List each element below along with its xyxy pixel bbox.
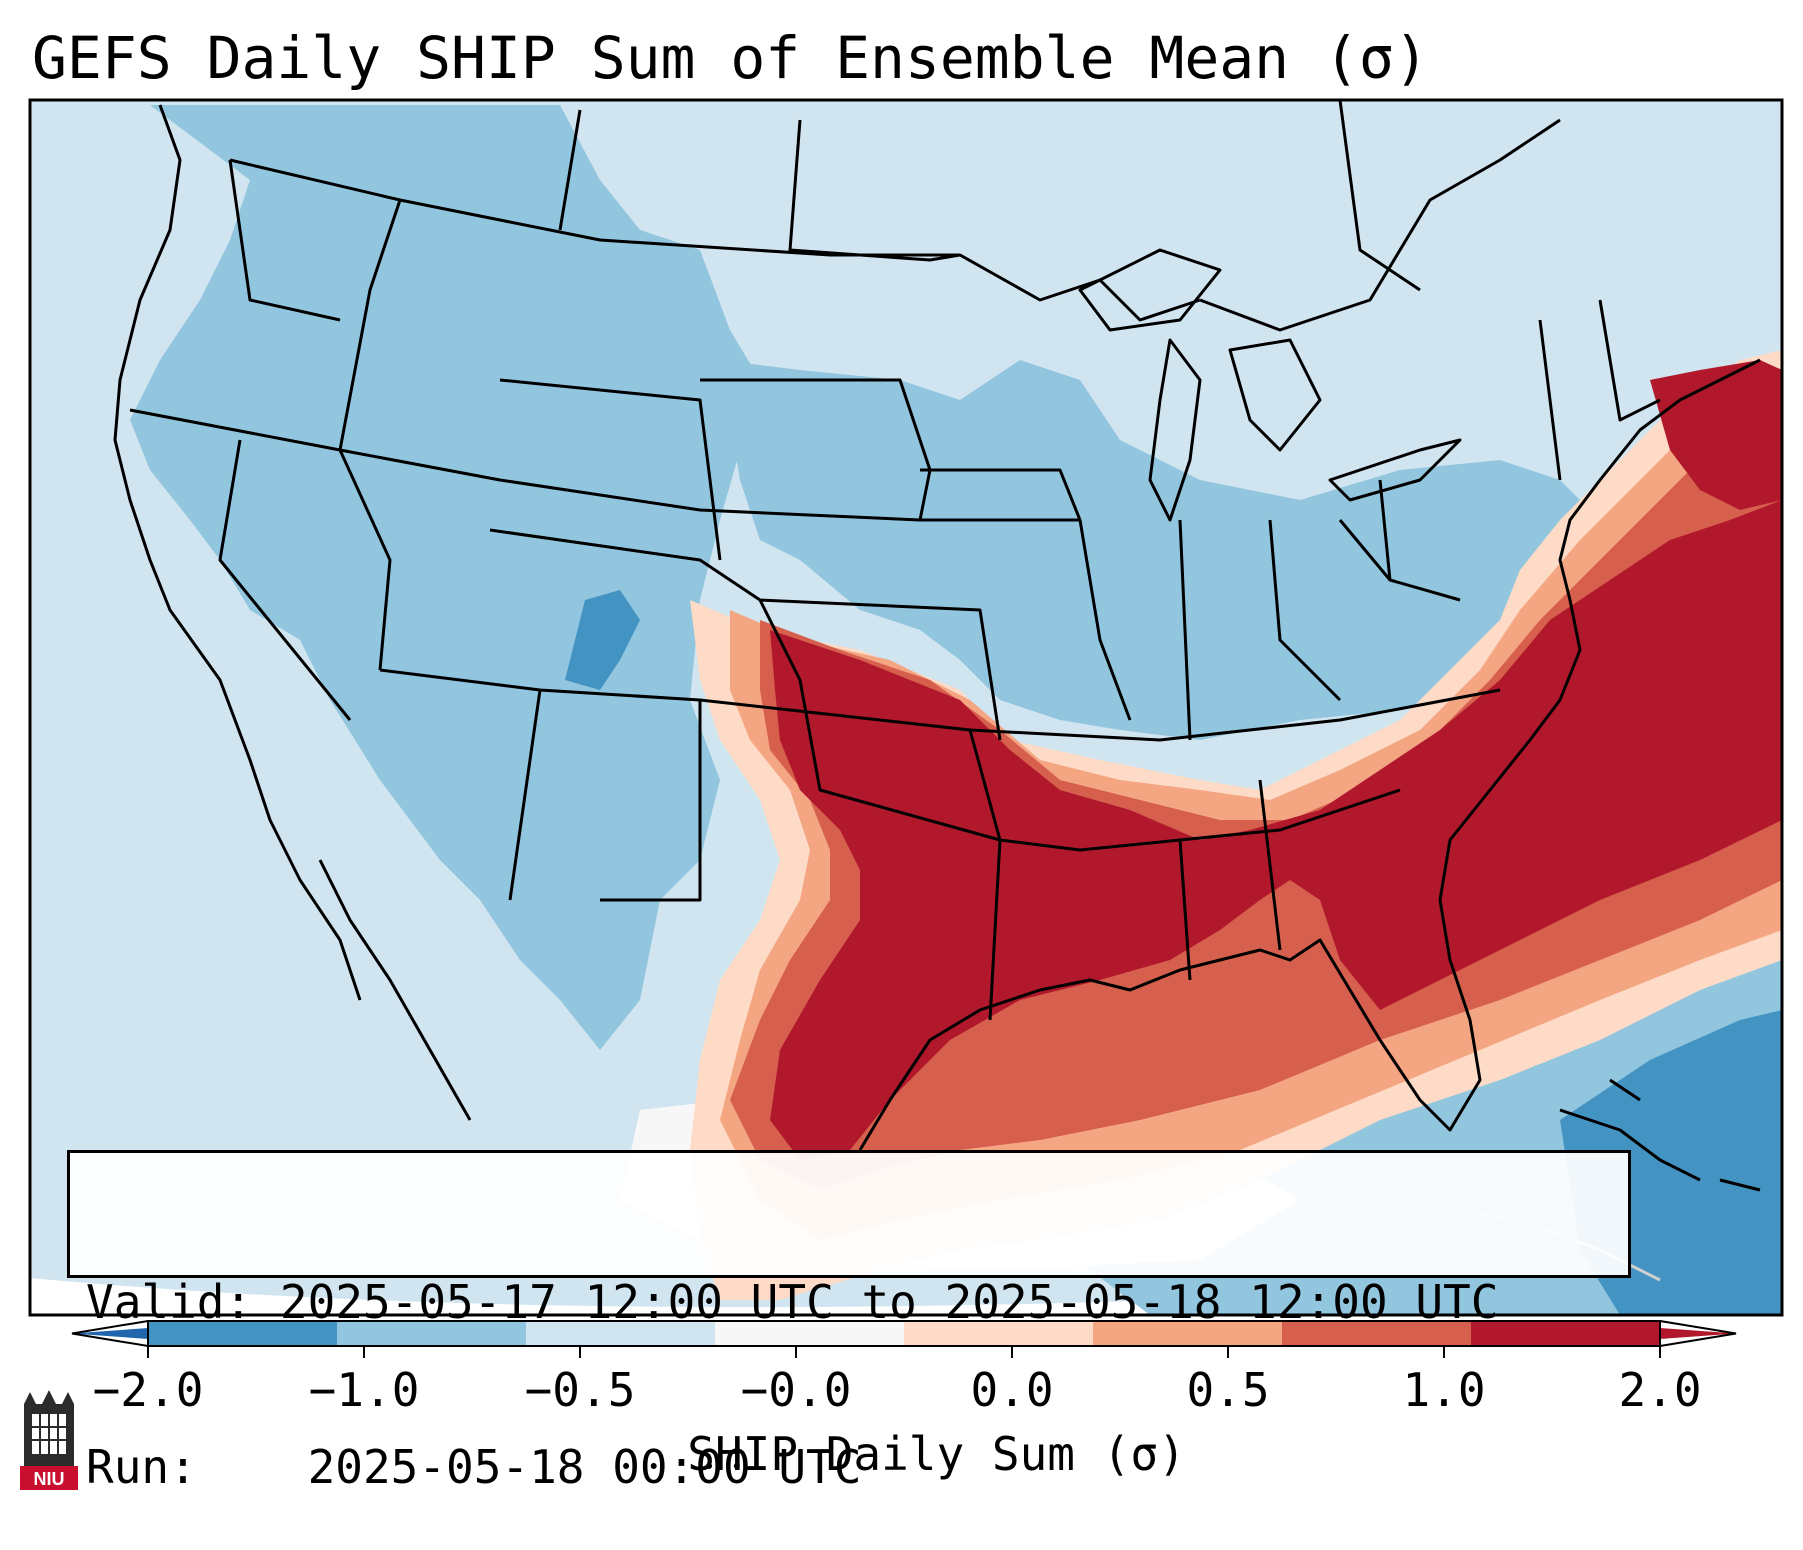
colorbar-segment [904,1321,1094,1346]
anomaly-region-colorado-darkblue [565,590,640,690]
run-value: 2025-05-18 00:00 UTC [307,1440,862,1494]
niu-logo-text: NIU [34,1469,65,1489]
anomaly-region-central-blue [720,360,1600,740]
colorbar-segment [337,1321,527,1346]
run-label: Run: [86,1440,197,1494]
colorbar-arrow-outline-right [1659,1320,1737,1347]
colorbar-tick-label: 0.0 [970,1363,1054,1417]
colorbar-segment [1471,1321,1661,1346]
niu-logo: NIU [20,1390,78,1490]
colorbar-under-arrow [72,1328,148,1339]
colorbar-segment [1093,1321,1283,1346]
colorbar-segment [715,1321,905,1346]
colorbar-label: SHIP Daily Sum (σ) [687,1427,1186,1481]
colorbar-tick-label: 0.5 [1186,1363,1270,1417]
boundary-lines [113,100,1761,1192]
anomaly-region-west-blue [130,105,760,1050]
colorbar-segment [526,1321,716,1346]
colorbar-tick-label: −2.0 [92,1363,204,1417]
colorbar-over-arrow [1660,1328,1736,1339]
colorbar-outline [147,1320,1661,1347]
colorbar-arrow-outline-left [71,1320,149,1347]
map-frame [28,98,1784,1317]
colorbar-tick-label: −0.0 [740,1363,852,1417]
colorbar-tick-label: 1.0 [1402,1363,1486,1417]
colorbar-segment [1282,1321,1472,1346]
colorbar [71,1320,1737,1358]
run-row: Run: 2025-05-18 00:00 UTC [86,1440,1614,1495]
map-title: GEFS Daily SHIP Sum of Ensemble Mean (σ) [32,24,1429,92]
colorbar-tick-label: −1.0 [308,1363,420,1417]
colorbar-segment [148,1321,338,1346]
colorbar-tick-label: 2.0 [1618,1363,1702,1417]
colorbar-tick-label: −0.5 [524,1363,636,1417]
